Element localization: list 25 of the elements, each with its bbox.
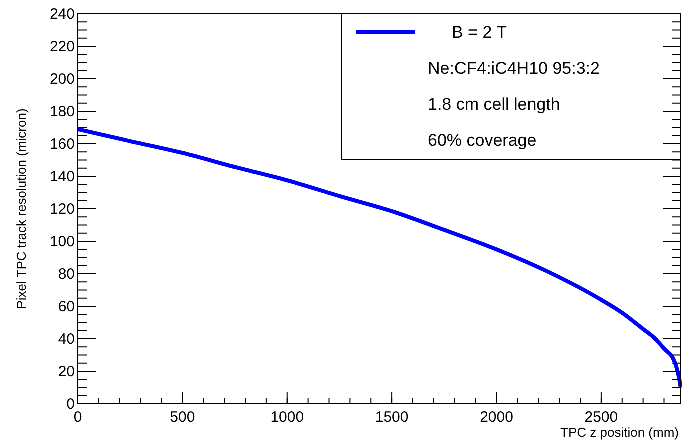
y-tick-label: 140: [50, 168, 75, 186]
x-tick-label: 2000: [480, 409, 514, 426]
y-tick-label: 100: [50, 234, 75, 250]
y-tick-label: 120: [50, 201, 75, 218]
x-axis-title: TPC z position (mm): [560, 425, 679, 440]
y-tick-label: 220: [50, 38, 75, 56]
y-tick-label: 40: [58, 331, 75, 348]
x-tick-label: 500: [170, 409, 196, 426]
line-series: [76, 127, 682, 390]
annotation: 1.8 cm cell length: [428, 95, 560, 114]
y-tick-label: 200: [50, 71, 75, 88]
y-tick-label: 20: [58, 364, 75, 380]
y-tick-label: 240: [50, 6, 75, 23]
x-tick-label: 1500: [375, 409, 409, 426]
annotation: 60% coverage: [428, 131, 537, 150]
legend-label: B = 2 T: [452, 23, 507, 42]
y-tick-label: 80: [58, 266, 75, 283]
y-axis-title: Pixel TPC track resolution (micron): [14, 108, 29, 310]
y-tick-label: 0: [66, 396, 75, 413]
x-tick-label: 1000: [270, 409, 304, 426]
x-tick-label: 2500: [584, 409, 618, 426]
y-tick-label: 60: [58, 298, 75, 316]
y-tick-label: 180: [50, 104, 75, 120]
y-tick-label: 160: [50, 136, 75, 153]
annotation: Ne:CF4:iC4H10 95:3:2: [428, 59, 600, 78]
